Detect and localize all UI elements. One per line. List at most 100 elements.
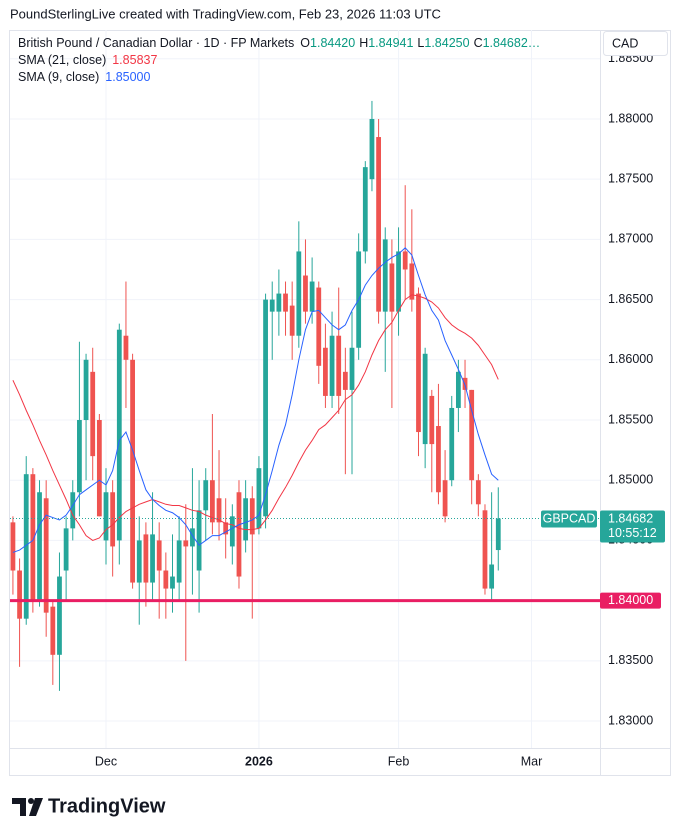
last-price-label: 1.84682 — [608, 511, 653, 525]
candle-body — [223, 522, 229, 535]
price-line-label: 1.84000 — [608, 593, 653, 607]
ohlc-legend: O1.84420 H1.84941 L1.84250 C1.84682… — [300, 35, 544, 51]
countdown-label: 10:55:12 — [608, 526, 657, 540]
candle-body — [396, 251, 401, 312]
legend-name: SMA (21, close) — [18, 53, 107, 67]
currency-button[interactable]: CAD — [603, 31, 668, 56]
candle-body — [369, 118, 375, 180]
candle-body — [77, 420, 82, 493]
candle-body — [269, 299, 275, 312]
candle-body — [83, 359, 89, 421]
candle-body — [289, 305, 295, 336]
candle-body — [103, 492, 109, 541]
price-line-badge — [600, 592, 661, 609]
candle-body — [283, 293, 288, 312]
candle-body — [382, 239, 388, 312]
header: PoundSterlingLive created with TradingVi… — [10, 6, 441, 21]
currency-label[interactable]: CAD — [612, 36, 638, 50]
candle-body — [163, 570, 169, 589]
candle-body — [482, 510, 488, 589]
symbol-title: British Pound / Canadian Dollar · 1D · F… — [18, 36, 295, 50]
candle-body — [70, 492, 76, 529]
logo-icon — [29, 798, 43, 816]
candle-body — [63, 528, 69, 571]
candle-body — [50, 606, 56, 655]
candle-body — [130, 359, 135, 583]
candle-body — [495, 518, 501, 551]
candle-body — [229, 516, 235, 547]
grid — [10, 30, 600, 748]
sma-line — [12, 247, 499, 553]
x-tick-label: Dec — [95, 754, 117, 768]
candle-body — [263, 299, 268, 517]
candle-body — [409, 263, 415, 300]
y-tick-label: 1.83500 — [608, 653, 653, 667]
candle-body — [183, 540, 189, 547]
candle-body — [342, 371, 348, 390]
candle-body — [336, 335, 342, 396]
sma-line — [12, 294, 499, 541]
ohlc-key: L — [417, 36, 425, 50]
ohlc-value: 1.84250 — [424, 36, 470, 50]
y-tick-label: 1.88000 — [608, 111, 653, 125]
ohlc-value: 1.84941 — [368, 36, 414, 50]
candle-body — [96, 420, 102, 517]
candle-body — [323, 347, 328, 396]
candle-body — [276, 293, 282, 312]
candle-body — [329, 335, 335, 396]
candle-body — [209, 480, 215, 523]
candle-body — [249, 498, 255, 535]
plot-area — [10, 100, 501, 691]
y-tick-label: 1.87500 — [608, 171, 653, 185]
y-tick-label: 1.85500 — [608, 412, 653, 426]
legend-value: 1.85000 — [105, 70, 151, 84]
footer-logo: TradingView — [12, 795, 166, 817]
x-tick-label: 2026 — [245, 754, 273, 768]
candle-body — [150, 534, 155, 583]
x-tick-label: Mar — [521, 754, 543, 768]
chart-frame — [9, 30, 671, 776]
candle-body — [90, 371, 96, 457]
candle-body — [389, 263, 395, 312]
y-tick-label: 1.86500 — [608, 292, 653, 306]
candle-body — [143, 534, 149, 583]
y-tick-label: 1.87000 — [608, 232, 653, 246]
logo-icon — [28, 798, 34, 804]
symbol-label: GBPCAD — [543, 511, 596, 525]
y-tick-label: 1.85000 — [608, 473, 653, 487]
candle-body — [376, 137, 381, 312]
candle-body — [455, 371, 461, 408]
candle-body — [256, 468, 262, 529]
legend-row: SMA (21, close) 1.85837 — [18, 52, 161, 68]
last-price-badge — [600, 510, 665, 543]
y-tick-label: 1.86000 — [608, 352, 653, 366]
ohlc-key: C — [473, 36, 483, 50]
candle-body — [203, 480, 209, 511]
legend-indicators: SMA (21, close) 1.85837 SMA (9, close) 1.85… — [18, 52, 161, 86]
candle-body — [309, 281, 315, 312]
ohlc-value: 1.84682… — [482, 36, 541, 50]
candle-body — [449, 407, 455, 481]
candle-body — [349, 347, 355, 390]
candle-body — [296, 251, 302, 336]
candle-body — [436, 426, 441, 493]
candle-body — [37, 492, 42, 601]
candle-body — [475, 480, 481, 505]
currency-box[interactable] — [603, 31, 668, 56]
legend-value: 1.85837 — [112, 53, 158, 67]
ohlc-key: H — [359, 36, 369, 50]
candle-body — [429, 395, 435, 445]
candle-body — [442, 480, 448, 517]
candle-body — [236, 492, 242, 577]
candle-body — [170, 576, 175, 589]
candle-body — [10, 522, 16, 571]
symbol-badge — [541, 510, 597, 528]
candle-body — [110, 492, 116, 547]
candle-body — [216, 498, 222, 523]
candle-body — [23, 474, 29, 619]
legend-main: British Pound / Canadian Dollar · 1D · F… — [18, 35, 544, 51]
candle-body — [123, 335, 129, 360]
